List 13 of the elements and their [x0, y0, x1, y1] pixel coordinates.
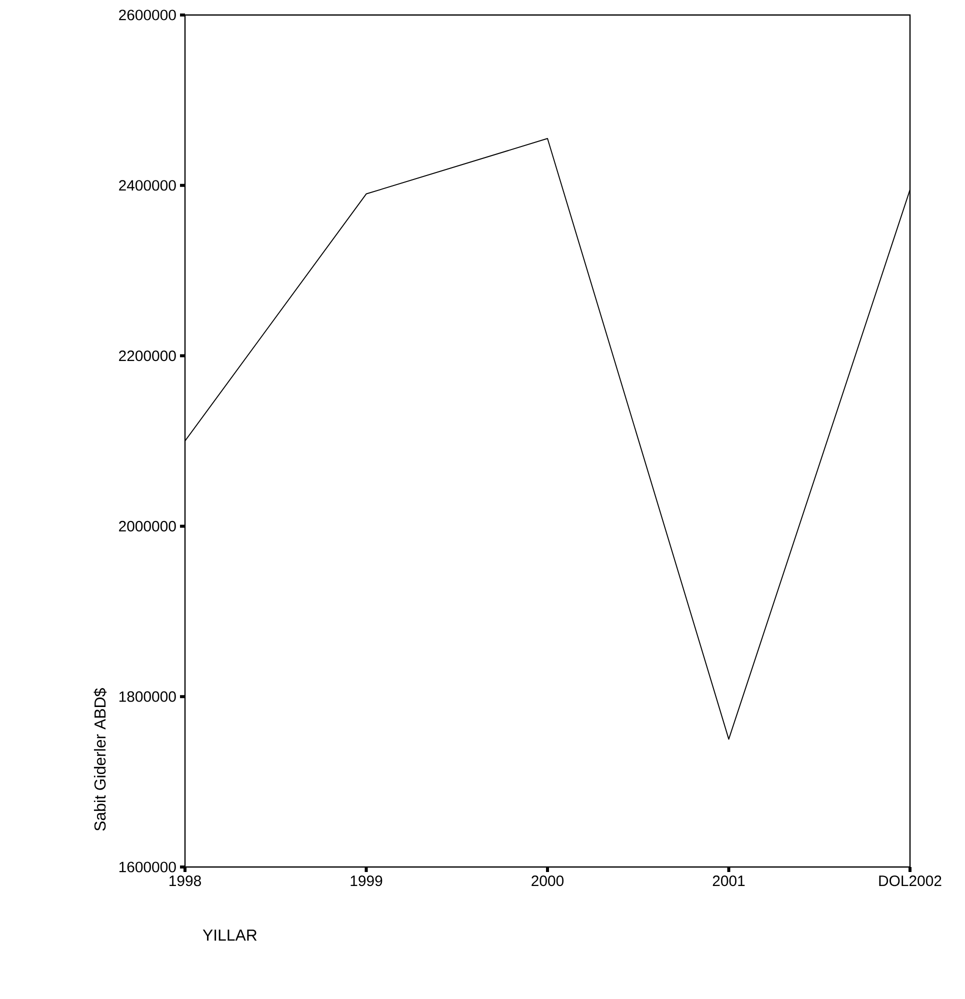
x-tick-label: 2001	[712, 876, 745, 886]
y-tick-label: 2400000	[119, 180, 176, 191]
y-tick-label: 2600000	[119, 10, 176, 20]
y-tick-label: 1600000	[119, 862, 176, 872]
x-tick-label: 1999	[350, 876, 382, 886]
x-tick-label: 1998	[170, 876, 201, 886]
y-axis-title: Sabit Giderler ABD$	[94, 688, 107, 831]
y-tick-label: 2200000	[119, 350, 176, 362]
x-axis-title: YILLAR	[202, 930, 257, 941]
x-tick-label: 2000	[532, 876, 564, 886]
x-tick-label: DOL2002	[879, 876, 942, 886]
y-tick-label: 1800000	[119, 691, 176, 702]
y-tick-label: 2000000	[119, 520, 176, 532]
